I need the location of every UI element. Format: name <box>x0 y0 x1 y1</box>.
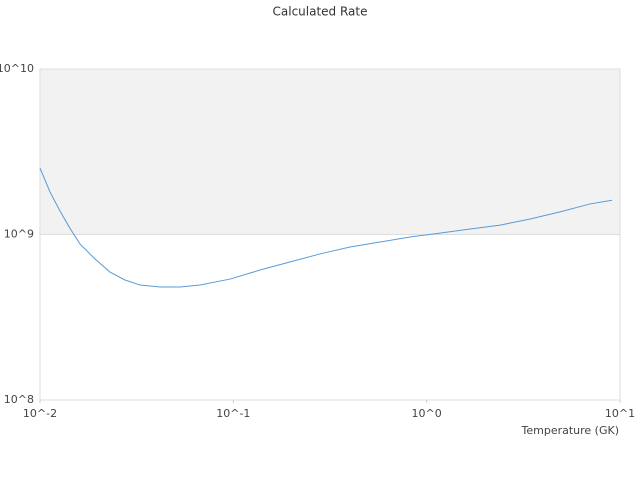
x-tick-label: 10^-2 <box>23 407 57 420</box>
chart-title: Calculated Rate <box>273 5 368 19</box>
y-tick-label: 10^9 <box>4 228 34 241</box>
y-tick-label: 10^10 <box>0 62 34 75</box>
y-tick-label: 10^8 <box>4 393 34 406</box>
plot-band <box>40 69 620 235</box>
x-tick-label: 10^0 <box>412 407 442 420</box>
x-tick-label: 10^-1 <box>216 407 250 420</box>
x-axis-label: Temperature (GK) <box>521 424 620 437</box>
x-tick-label: 10^1 <box>605 407 635 420</box>
series-line <box>39 167 613 288</box>
